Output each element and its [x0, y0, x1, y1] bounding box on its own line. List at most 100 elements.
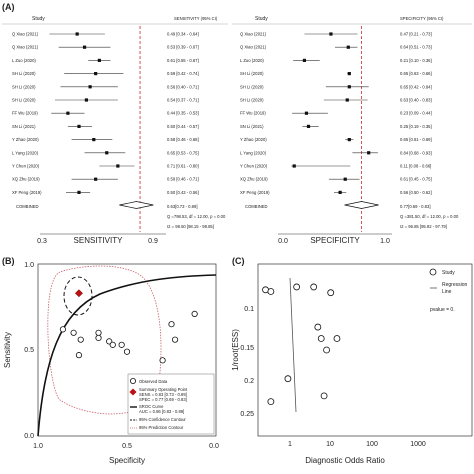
confidence-contour — [63, 276, 93, 316]
study-header: Study — [32, 16, 45, 22]
deeks-study-point-9 — [284, 375, 292, 383]
spec-study-label-6: FF Wu (2019) — [240, 111, 266, 116]
sens-ci-text-1: 0.53 [0.39 - 0.67] — [167, 45, 199, 50]
spec-study-label-7: SN Li (2021) — [240, 124, 264, 129]
sroc-legend-1: Summary Operating Point — [139, 387, 188, 392]
spec-point-0 — [329, 32, 333, 36]
sroc-ylabel: Sensitivity — [3, 332, 12, 368]
deeks-legend-2: Line — [442, 289, 452, 295]
sens-study-label-5: SH Li (2020) — [12, 98, 36, 103]
sens-ci-text-2: 0.61 [0.55 - 0.67] — [167, 58, 199, 63]
sroc-observed-point-4 — [95, 334, 102, 342]
deeks-xlabel: Diagnostic Odds Ratio — [305, 456, 385, 465]
deeks-legend-0: Study — [442, 270, 455, 276]
spec-ci-text-1: 0.64 [0.51 - 0.73] — [400, 45, 432, 50]
deeks-ytick-2: 0.2 — [244, 378, 254, 385]
sens-axis-title: SENSITIVITY — [74, 236, 124, 245]
spec-ci-text-4: 0.65 [0.42 - 0.84] — [400, 84, 432, 89]
spec-study-label-2: L Zuo (2020) — [240, 58, 264, 63]
sens-study-label-1: Q Xiao (2021) — [12, 45, 39, 50]
sroc-xtick-2: 0.0 — [209, 443, 219, 450]
deeks-ytick-3: 0.25 — [240, 411, 254, 418]
panel-label-b: (B) — [2, 256, 15, 266]
sens-point-0 — [75, 32, 79, 36]
spec-point-11 — [343, 177, 347, 181]
pvalue-label: pvalue = 0. — [430, 307, 455, 313]
sens-ci-text-8: 0.58 [0.46 - 0.68] — [167, 137, 199, 142]
spec-point-12 — [338, 190, 342, 194]
forest-specificity: Study SPECIFICITY (95% CI) Q Xiao (2021)… — [232, 16, 472, 245]
spec-ci-text-12: 0.56 [0.50 - 0.62] — [400, 190, 432, 195]
spec-study-label-10: Y Chen (2020) — [240, 164, 268, 169]
spec-point-4 — [347, 85, 351, 89]
spec-point-3 — [347, 72, 351, 76]
spec-axis-title: SPECIFICITY — [310, 236, 360, 245]
spec-ci-text-5: 0.63 [0.40 - 0.83] — [400, 98, 432, 103]
spec-tick-0: 0.0 — [278, 238, 288, 245]
sroc-observed-point-11 — [171, 336, 179, 343]
spec-point-7 — [306, 124, 311, 128]
spec-ci-text-9: 0.84 [0.68 - 0.93] — [400, 150, 432, 155]
spec-point-10 — [292, 164, 296, 168]
spec-q-text: Q =381.50, df = 12.00, p = 0.00 — [400, 214, 459, 219]
spec-study-label-3: SH Li (2020) — [240, 71, 264, 76]
sens-study-label-8: Y Zhao (2020) — [12, 137, 39, 142]
spec-point-2 — [302, 58, 307, 62]
sens-study-label-6: FF Wu (2019) — [12, 111, 38, 116]
sroc-ytick-0: 1.0 — [24, 262, 34, 269]
deeks-study-point-3 — [310, 283, 318, 291]
sens-study-label-10: Y Chen (2020) — [12, 164, 40, 169]
spec-ci-text-10: 0.11 [0.08 - 0.66] — [400, 164, 431, 169]
sens-tick-0: 0.3 — [37, 238, 47, 245]
deeks-study-point-7 — [333, 335, 341, 342]
sens-ci-text-6: 0.44 [0.35 - 0.53] — [167, 111, 199, 116]
forest-sensitivity: Study SENSITIVITY (95% CI) Q Xiao (2021)… — [2, 16, 228, 245]
sroc-ytick-1: 0.5 — [24, 347, 34, 354]
spec-study-label-0: Q Xiao (2021) — [240, 32, 267, 37]
panel-label-a: (A) — [2, 2, 15, 12]
spec-study-label-4: SH Li (2020) — [240, 84, 264, 89]
deeks-study-point-6 — [317, 335, 325, 342]
sroc-ytick-2: 0.0 — [24, 433, 34, 440]
spec-combined-diamond — [344, 201, 379, 209]
sens-study-label-7: SN Li (2021) — [12, 124, 36, 129]
sens-study-label-0: Q Xiao (2021) — [12, 32, 39, 37]
spec-ci-text-11: 0.61 [0.45 - 0.75] — [400, 177, 432, 182]
sens-q-text: Q =798.53, df = 12.00, p = 0.00 — [167, 214, 226, 219]
spec-ci-text-8: 0.65 [0.61 - 0.69] — [400, 137, 432, 142]
spec-point-5 — [345, 98, 349, 102]
sens-study-label-9: L Yang (2020) — [12, 150, 39, 155]
sens-point-7 — [77, 124, 81, 128]
sens-study-label-3: SH Li (2020) — [12, 71, 36, 76]
sens-ci-text-4: 0.56 [0.40 - 0.71] — [167, 84, 199, 89]
sroc-observed-point-10 — [168, 321, 175, 328]
deeks-plot: 1/root(ESS) Diagnostic Odds Ratio 0.1 0.… — [231, 263, 473, 465]
spec-study-label-1: Q Xiao (2021) — [240, 45, 267, 50]
deeks-study-point-1 — [267, 288, 275, 295]
sens-header: SENSITIVITY (95% CI) — [174, 16, 218, 21]
spec-i2-text: I2 = 96.85 [95.92 - 97.79] — [400, 224, 447, 229]
deeks-ylabel: 1/root(ESS) — [231, 329, 240, 371]
sroc-observed-point-6 — [109, 341, 116, 348]
sroc-legend-3: SPEC = 0.77 [0.69 - 0.83] — [139, 397, 187, 402]
study-header-2: Study — [255, 16, 268, 22]
spec-study-label-12: XF Peng (2019) — [240, 190, 270, 195]
sens-point-2 — [97, 58, 101, 62]
deeks-study-point-5 — [314, 323, 322, 331]
legend-observed-marker — [129, 377, 136, 384]
spec-ci-text-2: 0.21 [0.10 - 0.36] — [400, 58, 432, 63]
sens-point-8 — [92, 138, 96, 142]
deeks-xtick-1: 10 — [326, 441, 334, 448]
spec-point-1 — [346, 45, 350, 49]
legend-study-marker — [429, 268, 437, 276]
deeks-study-point-2 — [293, 283, 301, 291]
deeks-legend-1: Regression — [442, 282, 468, 288]
sroc-legend-2: SENS = 0.83 [0.73 - 0.89] — [139, 392, 187, 397]
sens-point-10 — [116, 164, 120, 168]
regression-line — [289, 277, 297, 413]
sroc-curve — [37, 274, 217, 437]
deeks-xtick-0: 1 — [288, 441, 292, 448]
sens-i2-text: I2 = 98.50 [98.15 - 98.85] — [167, 224, 214, 229]
sroc-observed-point-12 — [159, 357, 166, 364]
sroc-legend-box — [127, 373, 215, 435]
